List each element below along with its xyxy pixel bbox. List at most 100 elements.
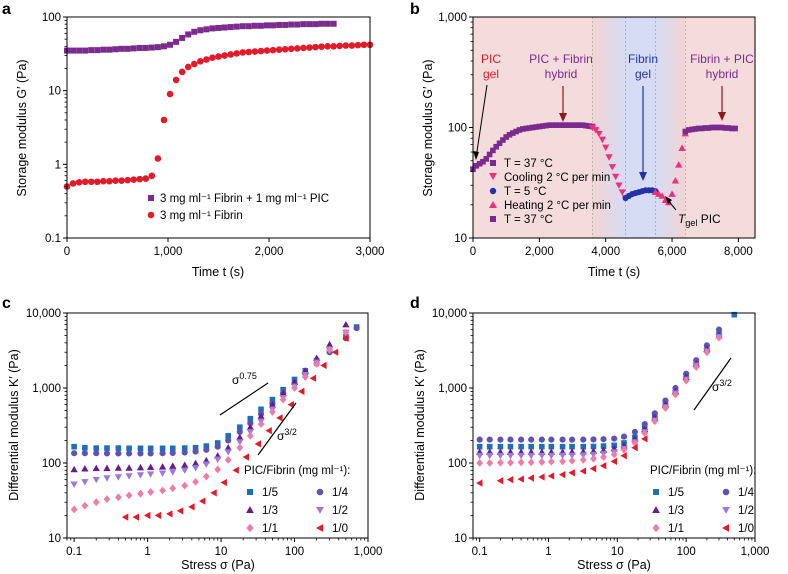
point-b-series-1 xyxy=(602,144,610,152)
legend-label-fibrin: 3 mg ml⁻¹ Fibrin xyxy=(160,210,243,222)
panel-b-ytick-label: 100 xyxy=(448,123,467,135)
point-c-1-5 xyxy=(71,443,77,450)
point-a-fibrin-pic xyxy=(100,46,107,53)
point-d-1-1 xyxy=(517,458,525,467)
point-c-1-5 xyxy=(192,444,199,451)
annotation-pic-gel-arrow xyxy=(475,84,488,159)
point-d-1-4 xyxy=(715,326,723,333)
point-a-fibrin-pic xyxy=(106,46,113,53)
point-b-series-3 xyxy=(671,177,680,184)
point-c-1-1 xyxy=(291,384,298,392)
point-a-fibrin-pic xyxy=(209,25,216,32)
point-b-series-0 xyxy=(526,125,533,131)
point-a-fibrin xyxy=(293,45,301,52)
point-a-fibrin-pic xyxy=(263,22,270,29)
point-c-1-5 xyxy=(247,415,254,422)
point-c-1-2 xyxy=(70,481,78,488)
point-c-1-1 xyxy=(192,477,199,486)
point-d-1-4 xyxy=(476,436,483,443)
panel-a-xtick-label: 3,000 xyxy=(356,246,385,258)
point-d-1-4 xyxy=(631,428,638,435)
point-c-1-1 xyxy=(269,407,276,416)
legend-d-marker-1-5 xyxy=(653,489,659,495)
point-a-fibrin-pic xyxy=(270,22,277,29)
point-c-1-0 xyxy=(166,510,173,518)
legend-d-label-1-2: 1/2 xyxy=(738,505,754,517)
point-a-fibrin-pic xyxy=(257,22,264,29)
panel-c-xtick-label: 1 xyxy=(144,546,150,558)
annotation-pic-gel: PIC gel xyxy=(481,52,501,81)
point-a-fibrin-pic xyxy=(227,24,234,31)
point-a-fibrin-pic xyxy=(70,47,77,54)
point-a-fibrin-pic xyxy=(160,43,167,50)
point-c-1-0 xyxy=(265,427,272,435)
point-a-fibrin xyxy=(118,177,125,184)
point-d-1-5 xyxy=(580,443,587,450)
point-d-1-5 xyxy=(528,443,534,450)
point-d-1-0 xyxy=(558,470,566,479)
annotation-fibrin-gel: Fibrin gel xyxy=(628,52,658,81)
legend-c-label-1-4: 1/4 xyxy=(332,487,349,499)
legend-b-label-5: T = 5 °C xyxy=(504,186,546,198)
point-d-1-0 xyxy=(579,467,587,475)
panel-b-xtick-label: 4,000 xyxy=(591,246,620,258)
panel-b-letter: b xyxy=(410,1,420,18)
panel-d-xlabel: Stress σ (Pa) xyxy=(577,558,651,572)
panel-d-ytick-label: 10 xyxy=(454,533,467,545)
point-d-1-2 xyxy=(538,452,546,460)
legend-b-marker-cooling xyxy=(489,173,497,180)
panel-a-ytick-label: 1 xyxy=(55,159,61,171)
panel-b-ytick-label: 10 xyxy=(454,233,467,245)
point-b-series-0 xyxy=(539,123,546,129)
point-a-fibrin xyxy=(203,56,210,63)
point-c-1-1 xyxy=(159,486,166,495)
point-d-1-0 xyxy=(538,473,545,481)
panel-d-xtick-label: 100 xyxy=(677,546,696,558)
point-c-1-5 xyxy=(203,443,210,449)
panel-c-xlabel: Stress σ (Pa) xyxy=(181,558,255,572)
panel-c-ytick-label: 1,000 xyxy=(32,383,61,395)
point-a-fibrin xyxy=(112,177,119,184)
point-b-series-1 xyxy=(595,130,603,138)
legend-c-marker-1-1 xyxy=(246,523,254,533)
point-c-1-3 xyxy=(146,463,155,470)
point-b-series-0 xyxy=(546,122,553,128)
point-d-1-4 xyxy=(620,433,628,440)
point-a-fibrin xyxy=(227,51,234,58)
point-c-1-0 xyxy=(254,440,261,448)
point-c-1-4 xyxy=(147,450,154,457)
point-b-series-0 xyxy=(576,122,582,128)
panel-a-ytick-label: 100 xyxy=(42,12,61,24)
point-a-fibrin-pic xyxy=(88,47,95,54)
point-c-1-5 xyxy=(104,445,110,451)
panel-b-xtick-label: 6,000 xyxy=(658,246,687,258)
point-a-fibrin-pic xyxy=(300,21,307,28)
point-b-series-0 xyxy=(480,158,486,165)
point-c-1-5 xyxy=(258,406,264,413)
point-c-1-3 xyxy=(268,400,277,408)
point-c-1-0 xyxy=(320,361,327,370)
point-d-1-4 xyxy=(528,436,535,443)
point-b-series-0 xyxy=(569,122,576,128)
point-c-1-5 xyxy=(147,445,154,452)
point-d-1-1 xyxy=(590,454,597,463)
point-c-1-2 xyxy=(114,474,122,481)
point-b-series-0 xyxy=(510,130,516,136)
point-c-1-3 xyxy=(181,461,189,468)
point-c-1-4 xyxy=(71,450,78,457)
slope-label-15: σ3/2 xyxy=(277,427,297,443)
point-c-1-2 xyxy=(103,475,111,482)
annotation-hybrid-arrowhead xyxy=(559,113,567,122)
point-d-1-4 xyxy=(486,436,493,443)
point-d-1-1 xyxy=(547,457,555,466)
point-c-1-5 xyxy=(137,445,144,452)
point-c-1-4 xyxy=(169,449,176,457)
point-c-1-0 xyxy=(232,466,239,474)
point-b-series-4 xyxy=(692,126,699,132)
panel-c-ylabel: Differential modulus K′ (Pa) xyxy=(7,349,21,500)
point-a-fibrin-pic xyxy=(306,21,313,28)
point-b-series-1 xyxy=(618,189,626,196)
point-b-series-0 xyxy=(476,160,483,167)
point-d-1-1 xyxy=(559,457,566,466)
point-c-1-0 xyxy=(154,511,162,520)
